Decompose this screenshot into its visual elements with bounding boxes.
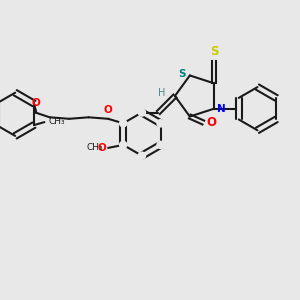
Text: CH₃: CH₃ (86, 143, 103, 152)
Text: CH₃: CH₃ (49, 117, 65, 126)
Circle shape (120, 120, 127, 127)
Circle shape (120, 141, 127, 148)
Text: S: S (210, 45, 218, 58)
Text: O: O (103, 105, 112, 115)
Circle shape (157, 120, 164, 127)
Text: O: O (98, 143, 107, 153)
Text: S: S (179, 69, 186, 79)
Text: H: H (158, 88, 165, 98)
Text: O: O (206, 116, 216, 129)
Circle shape (157, 141, 164, 148)
Circle shape (138, 109, 146, 116)
Text: N: N (217, 104, 226, 114)
Circle shape (138, 152, 146, 159)
Text: O: O (32, 98, 40, 108)
